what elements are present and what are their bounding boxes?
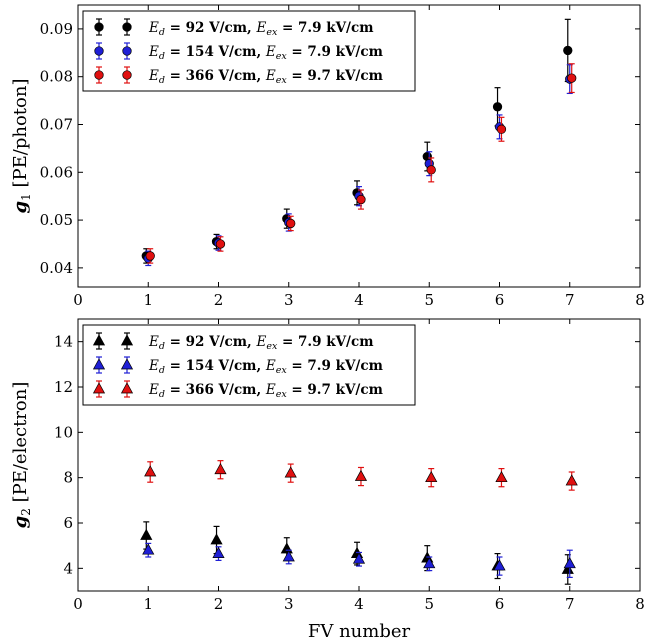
data-point [492, 102, 503, 112]
top-xtick-label: 0 [73, 291, 83, 309]
legend-label: Ed = 366 V/cm, Eex = 9.7 kV/cm [148, 382, 383, 400]
legend-marker [122, 22, 132, 32]
data-point [352, 552, 366, 564]
top-series-1 [143, 64, 575, 267]
bottom-ytick-label: 14 [54, 333, 73, 351]
bottom-xtick-label: 5 [424, 595, 434, 613]
bottom-xtick-label: 3 [284, 595, 294, 613]
top-xtick-label: 6 [495, 291, 505, 309]
bottom-series-2 [144, 460, 578, 491]
bottom-legend: Ed = 92 V/cm, Eex = 7.9 kV/cm Ed = 154 V/… [82, 324, 416, 406]
bottom-series-1 [142, 542, 576, 579]
data-point [210, 533, 223, 545]
top-xtick-label: 5 [424, 291, 434, 309]
data-point [423, 557, 436, 569]
data-point [561, 562, 574, 574]
data-point [214, 463, 227, 475]
top-series-2 [145, 63, 577, 264]
data-point [563, 45, 573, 56]
top-xtick-label: 8 [635, 291, 645, 309]
data-point [565, 474, 578, 486]
data-point [212, 546, 225, 558]
top-ytick-label: 0.09 [40, 20, 73, 38]
data-point [495, 470, 508, 483]
top-ytick-label: 0.05 [40, 211, 73, 229]
data-point [284, 466, 297, 478]
legend-marker [92, 382, 106, 394]
legend-label: Ed = 154 V/cm, Eex = 7.9 kV/cm [148, 44, 383, 62]
top-legend: Ed = 92 V/cm, Eex = 7.9 kV/cm Ed = 154 V/… [82, 10, 416, 92]
legend-marker [120, 358, 134, 370]
top-ytick-label: 0.08 [40, 68, 73, 86]
top-ylabel: g1 [PE/photon] [10, 79, 33, 214]
data-point [145, 251, 155, 261]
bottom-xtick-label: 1 [143, 595, 153, 613]
bottom-xtick-label: 6 [495, 595, 505, 613]
bottom-ylabel: g2 [PE/electron] [10, 382, 33, 529]
bottom-xtick-label: 4 [354, 595, 364, 613]
legend-marker [122, 70, 132, 80]
data-point [425, 470, 438, 483]
data-point [282, 550, 295, 562]
bottom-ytick-label: 4 [63, 559, 73, 577]
legend-marker [94, 22, 104, 32]
bottom-ytick-label: 10 [54, 423, 73, 441]
bottom-xtick-label: 0 [73, 595, 83, 613]
top-xtick-label: 1 [143, 291, 153, 309]
data-point [140, 528, 153, 540]
top-xtick-label: 3 [284, 291, 294, 309]
legend-box [82, 10, 416, 92]
data-point [563, 557, 576, 569]
data-point [286, 218, 296, 229]
bottom-ytick-label: 8 [63, 469, 73, 487]
legend-marker [122, 46, 132, 56]
legend-marker [120, 382, 134, 394]
bottom-xlabel: FV number [308, 621, 411, 642]
data-point [356, 194, 366, 205]
data-point [567, 73, 577, 83]
top-xtick-label: 7 [565, 291, 575, 309]
bottom-ytick-label: 6 [63, 514, 73, 532]
bottom-xtick-label: 7 [565, 595, 575, 613]
top-xtick-label: 2 [214, 291, 224, 309]
top-ytick-label: 0.07 [40, 115, 73, 133]
legend-label: Ed = 154 V/cm, Eex = 7.9 kV/cm [148, 358, 383, 376]
legend-label: Ed = 92 V/cm, Eex = 7.9 kV/cm [148, 334, 373, 352]
top-panel: 0 1 2 3 4 5 6 7 8 0.04 0.05 0.06 0.07 0.08 0.09 g1 [PE/… [10, 4, 645, 309]
legend-marker [92, 358, 106, 370]
data-point [354, 469, 368, 481]
legend-marker [120, 334, 134, 346]
bottom-xtick-label: 8 [635, 595, 645, 613]
top-ytick-label: 0.06 [40, 163, 73, 181]
data-point [144, 465, 157, 477]
top-xtick-label: 4 [354, 291, 364, 309]
legend-marker [94, 70, 104, 80]
data-point [426, 165, 436, 175]
legend-label: Ed = 366 V/cm, Eex = 9.7 kV/cm [148, 68, 383, 86]
legend-marker [92, 334, 106, 346]
data-point [215, 239, 226, 249]
data-point [280, 542, 293, 554]
data-point [142, 543, 155, 555]
data-point [493, 559, 506, 571]
bottom-xtick-label: 2 [214, 595, 224, 613]
legend-label: Ed = 92 V/cm, Eex = 7.9 kV/cm [148, 20, 373, 38]
bottom-ytick-label: 12 [54, 378, 73, 396]
data-point [496, 124, 507, 134]
legend-marker [94, 46, 104, 56]
legend-box [82, 324, 416, 406]
top-ytick-label: 0.04 [40, 259, 73, 277]
